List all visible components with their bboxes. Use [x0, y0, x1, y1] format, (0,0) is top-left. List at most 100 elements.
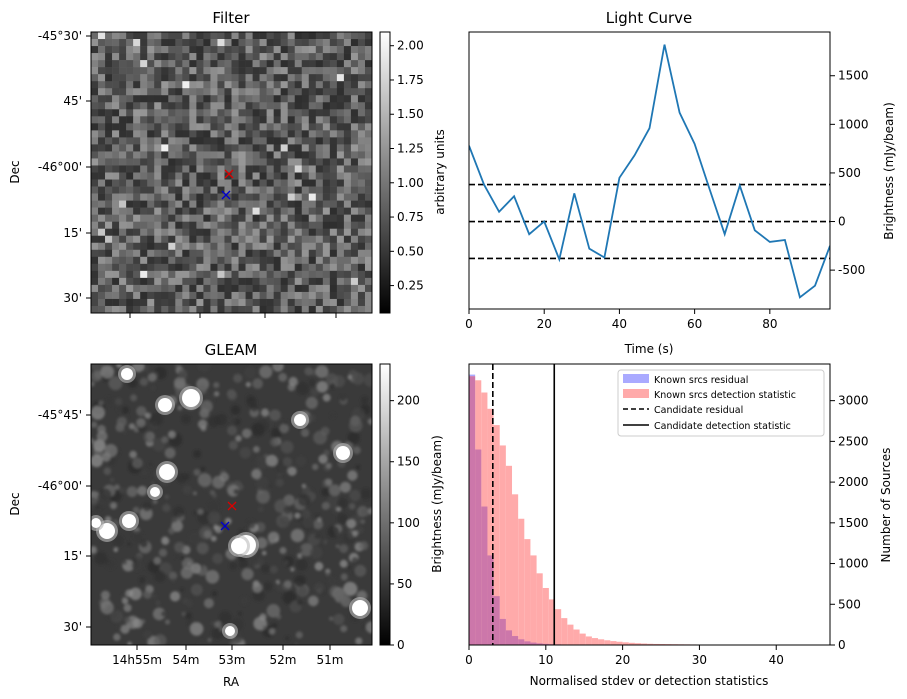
filter-pixel — [189, 39, 197, 47]
filter-pixel — [280, 200, 289, 208]
histogram-bar-detection — [530, 555, 537, 645]
filter-pixel — [329, 116, 338, 124]
filter-pixel — [189, 137, 197, 145]
filter-pixel — [175, 137, 183, 145]
filter-pixel — [154, 53, 162, 61]
filter-pixel — [189, 165, 197, 173]
filter-pixel — [196, 53, 204, 61]
filter-pixel — [126, 270, 134, 279]
filter-pixel — [161, 172, 169, 180]
filter-ytick-label: -45°30' — [38, 29, 82, 43]
filter-pixel — [133, 228, 141, 237]
filter-pixel — [224, 137, 232, 145]
filter-pixel — [126, 284, 134, 293]
filter-pixel — [168, 116, 176, 124]
gleam-noise-blob — [224, 517, 232, 525]
filter-pixel — [280, 88, 289, 96]
filter-pixel — [224, 95, 232, 103]
filter-pixel — [189, 249, 197, 258]
filter-pixel — [238, 53, 246, 61]
filter-pixel — [266, 228, 274, 237]
filter-pixel — [308, 277, 317, 286]
filter-pixel — [287, 151, 296, 159]
gleam-noise-blob — [245, 381, 251, 388]
filter-pixel — [238, 74, 246, 82]
filter-pixel — [301, 200, 310, 208]
filter-pixel — [105, 116, 113, 124]
filter-pixel — [308, 214, 317, 222]
filter-pixel — [364, 81, 372, 89]
gleam-source — [182, 389, 200, 407]
filter-pixel — [329, 88, 338, 96]
filter-pixel — [329, 291, 338, 300]
filter-pixel — [210, 88, 218, 96]
filter-pixel — [252, 305, 260, 313]
filter-pixel — [217, 151, 225, 159]
filter-frame — [90, 31, 373, 314]
filter-pixel — [210, 200, 218, 208]
gleam-noise-blob — [283, 560, 289, 566]
filter-pixel — [287, 291, 296, 300]
filter-pixel — [161, 53, 169, 61]
filter-pixel — [119, 284, 127, 293]
filter-pixel — [105, 277, 113, 286]
gleam-noise-blob — [323, 449, 330, 456]
filter-pixel — [245, 291, 253, 300]
filter-pixel — [133, 214, 141, 222]
legend-swatch-known-residual — [623, 374, 649, 383]
filter-pixel — [238, 214, 246, 222]
gleam-noise-blob — [347, 374, 353, 380]
gleam-noise-blob — [269, 409, 281, 421]
filter-pixel — [315, 298, 324, 307]
filter-pixel — [224, 158, 232, 166]
filter-pixel — [168, 60, 176, 68]
filter-pixel — [308, 207, 317, 215]
filter-pixel — [189, 270, 197, 279]
filter-pixel — [329, 130, 338, 138]
filter-pixel — [343, 109, 352, 117]
filter-pixel — [91, 123, 99, 131]
gleam-ytick-label: 15' — [63, 549, 82, 563]
filter-pixel — [161, 123, 169, 131]
filter-pixel — [280, 60, 289, 68]
filter-pixel — [154, 60, 162, 68]
filter-pixel — [245, 172, 253, 180]
filter-pixel — [196, 165, 204, 173]
filter-image — [91, 32, 372, 313]
filter-pixel — [196, 60, 204, 68]
filter-pixel — [112, 277, 120, 286]
filter-pixel — [259, 102, 267, 110]
filter-pixel — [287, 158, 296, 166]
filter-pixel — [308, 235, 317, 244]
filter-pixel — [133, 291, 141, 300]
filter-pixel — [259, 249, 267, 258]
filter-pixel — [133, 256, 141, 265]
filter-pixel — [133, 193, 141, 201]
gleam-noise-blob — [219, 472, 229, 482]
gleam-noise-blob — [91, 496, 98, 510]
gleam-noise-blob — [205, 570, 220, 584]
histogram-ytick-label: 2500 — [838, 434, 869, 448]
filter-pixel — [105, 200, 113, 208]
histogram-ytick-label: 1500 — [838, 516, 869, 530]
filter-pixel — [175, 60, 183, 68]
filter-pixel — [350, 284, 359, 293]
filter-pixel — [280, 270, 289, 279]
filter-pixel — [315, 221, 324, 230]
filter-pixel — [294, 221, 303, 230]
filter-pixel — [147, 130, 155, 138]
filter-colorbar-ticks: 0.250.500.751.001.251.501.752.00 — [390, 39, 424, 293]
gleam-noise-blob — [279, 423, 290, 434]
gleam-sources — [91, 365, 371, 639]
filter-pixel — [329, 179, 338, 187]
filter-pixel — [231, 123, 239, 131]
filter-pixel — [343, 102, 352, 110]
gleam-noise-blob — [179, 588, 184, 593]
filter-pixel — [315, 242, 324, 251]
filter-pixel — [203, 256, 211, 265]
filter-pixel — [168, 102, 176, 110]
filter-pixel — [196, 67, 204, 75]
filter-pixel — [273, 116, 281, 124]
filter-pixel — [259, 207, 267, 215]
gleam-colorbar-tick-label: 100 — [397, 516, 420, 530]
